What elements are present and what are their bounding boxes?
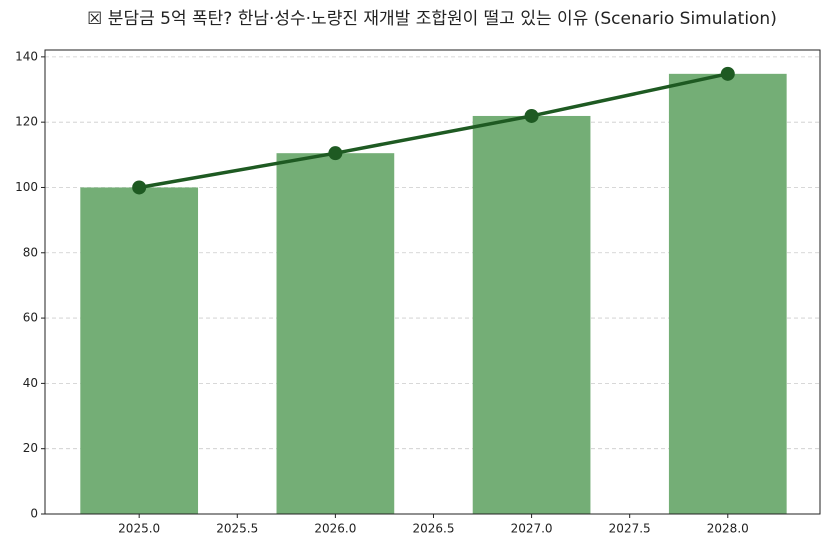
line-point [132, 180, 147, 195]
x-tick-label: 2028.0 [707, 522, 749, 536]
y-tick-label: 40 [23, 376, 38, 390]
y-tick-label: 80 [23, 245, 38, 259]
trend-line [138, 72, 729, 190]
bar [668, 73, 787, 514]
line-point [524, 108, 539, 123]
line-point [328, 146, 343, 161]
y-tick-label: 60 [23, 311, 38, 325]
chart-title: ☒ 분담금 5억 폭탄? 한남·성수·노량진 재개발 조합원이 떨고 있는 이유… [87, 9, 777, 29]
y-tick-label: 120 [15, 115, 38, 129]
bar [276, 153, 395, 515]
x-tick-label: 2026.0 [314, 522, 356, 536]
x-tick-label: 2027.5 [609, 522, 651, 536]
line-point [720, 66, 735, 81]
y-tick-label: 0 [30, 507, 38, 521]
x-tick-label: 2025.5 [216, 522, 258, 536]
y-tick-label: 100 [15, 180, 38, 194]
x-tick-label: 2027.0 [511, 522, 553, 536]
y-tick-label: 140 [15, 49, 38, 63]
x-tick-label: 2025.0 [118, 522, 160, 536]
y-tick-label: 20 [23, 441, 38, 455]
x-tick-label: 2026.5 [412, 522, 454, 536]
bar [472, 115, 591, 515]
plot-frame [44, 49, 821, 515]
bar [80, 187, 199, 514]
